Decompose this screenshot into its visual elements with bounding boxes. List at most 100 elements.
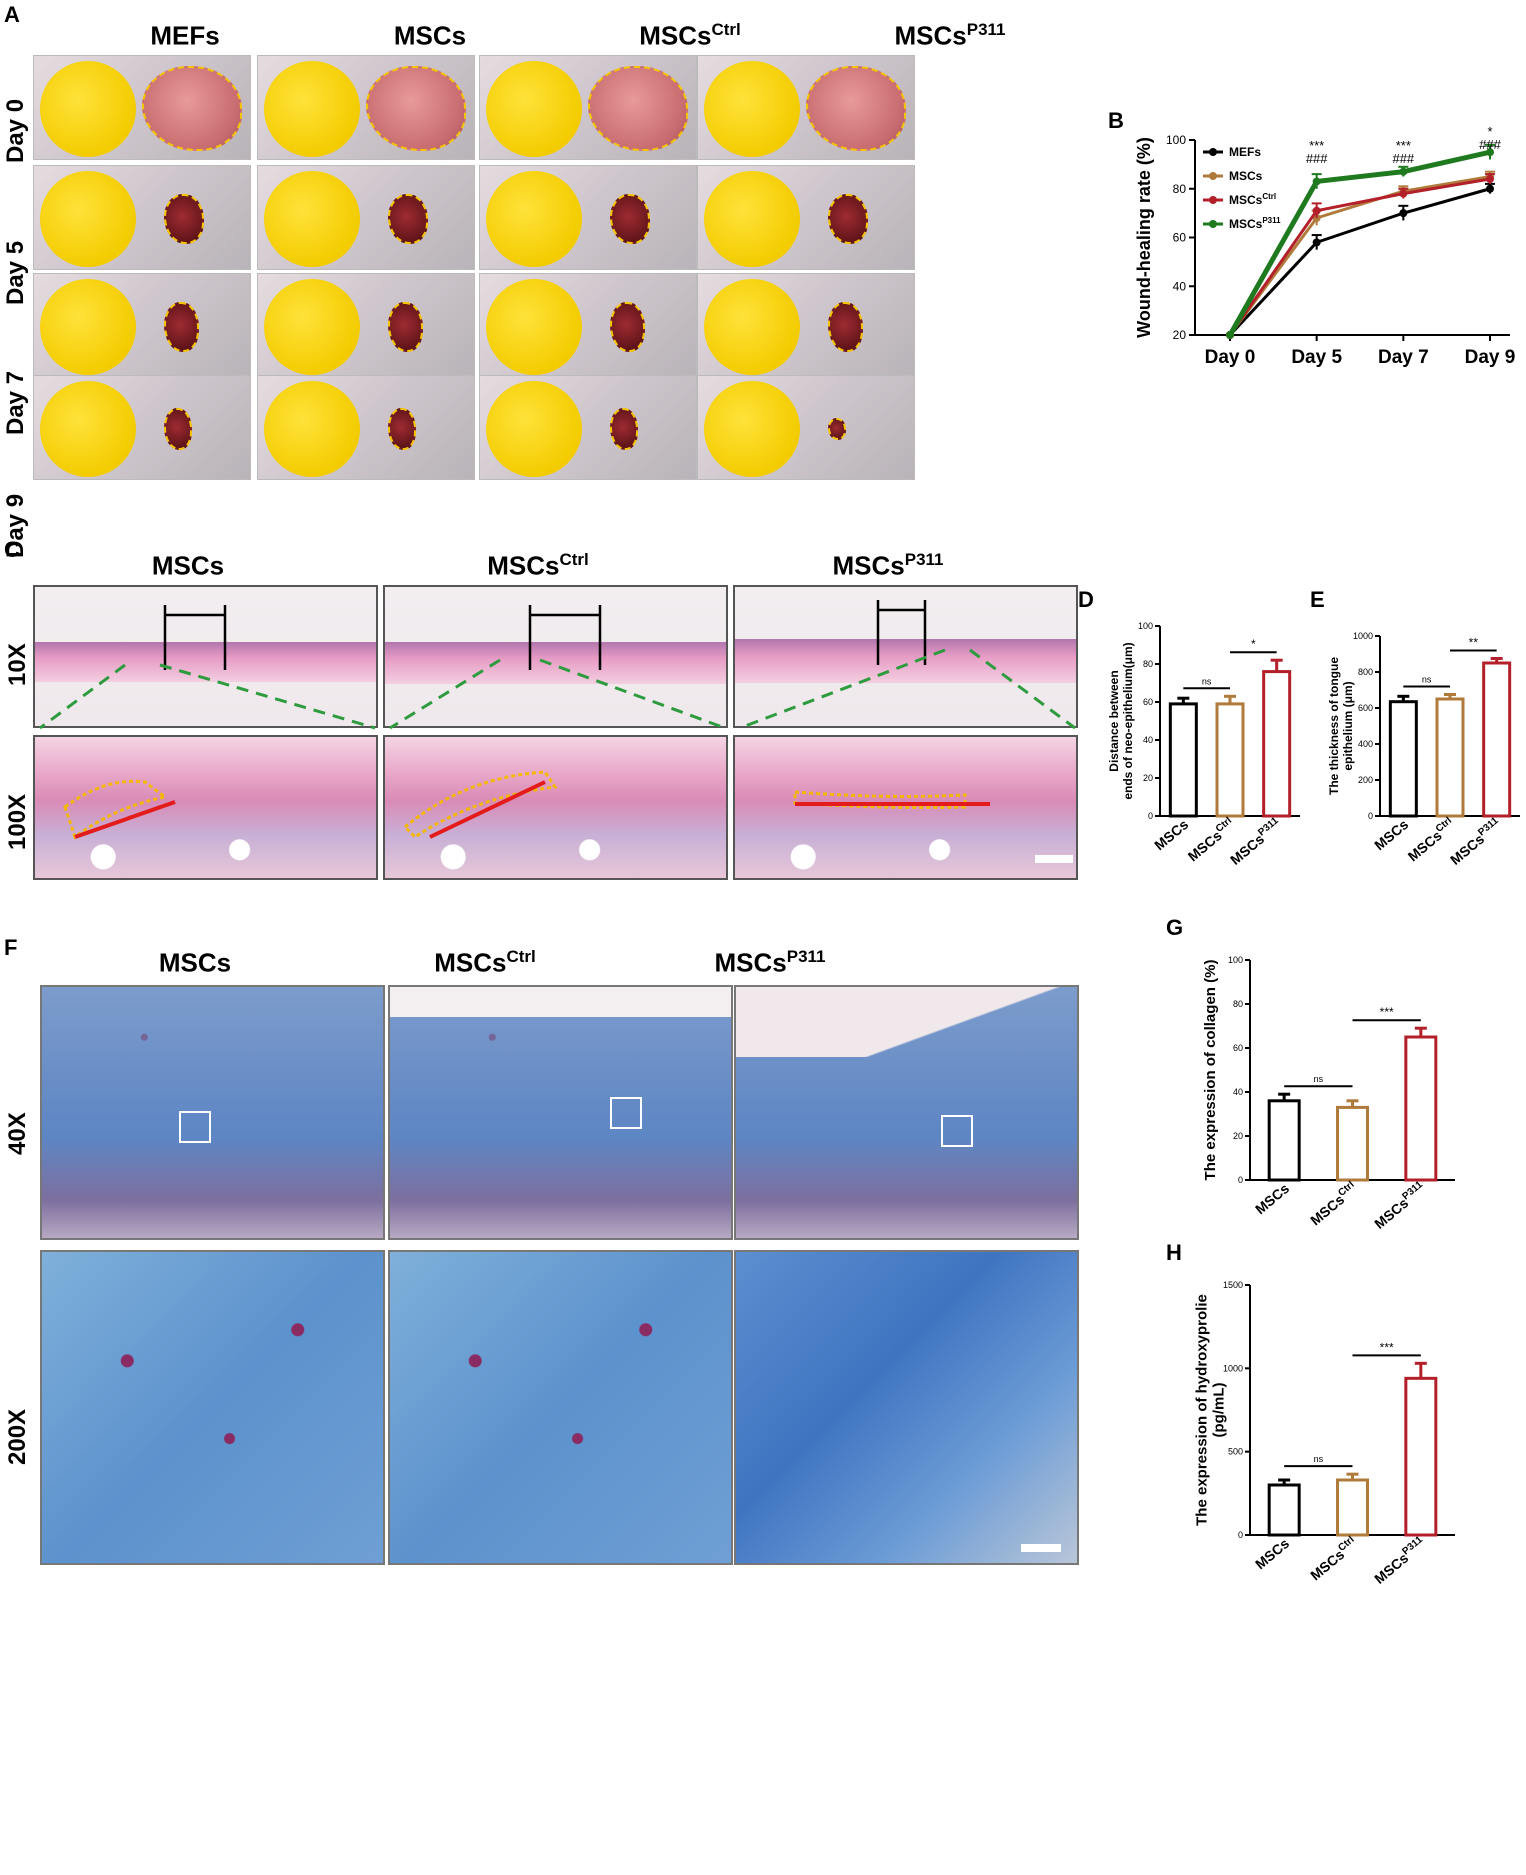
legend-label: MSCs (1229, 169, 1263, 183)
y-tick-label: 500 (1228, 1447, 1243, 1457)
wound-area (588, 66, 688, 151)
zoom-guide-line (969, 648, 1076, 730)
zoom-box (941, 1115, 973, 1147)
series-line (1228, 187, 1491, 337)
significance-label: ns (1314, 1454, 1324, 1464)
splint-disk (40, 380, 136, 477)
y-tick-label: 1500 (1223, 1280, 1243, 1290)
x-tick-label: MSCsCtrl (1306, 1179, 1360, 1228)
wound-area (142, 66, 242, 151)
panel-letter-d: D (1078, 587, 1094, 612)
y-tick-label: 40 (1143, 735, 1153, 745)
y-axis-label: The expression of collagen (%) (1202, 960, 1219, 1181)
y-tick-label: 20 (1233, 1131, 1243, 1141)
data-point (1486, 184, 1494, 193)
chart-b: 20 40 60 80 100 Day 0 Day 5 Day 7 Day 9 Wound-hea… (1134, 124, 1515, 368)
panel-letter-f: F (4, 935, 18, 960)
panel-a-col-1: MEFs (95, 20, 275, 52)
wound-photo (697, 375, 915, 480)
splint-disk (264, 60, 360, 157)
significance-label: ns (1422, 675, 1432, 685)
panel-a-col-2: MSCs (340, 20, 520, 52)
zoom-guide-line (159, 663, 376, 730)
chart-g: 0 20 40 60 80 100 The expression of collagen (… (1202, 955, 1455, 1232)
y-axis-label: Distance between (1107, 670, 1121, 771)
panel-a-col-3: MSCsCtrl (600, 20, 780, 52)
y-axis-label: The thickness of tongue (1327, 657, 1341, 795)
y-tick-label: 80 (1173, 182, 1187, 196)
x-tick-label: MSCs (1371, 816, 1411, 853)
x-tick-label: MSCs (1252, 1535, 1292, 1572)
he-100x-mscs-p311 (733, 735, 1078, 880)
tissue-strip (35, 642, 376, 682)
y-tick-label: 1000 (1353, 631, 1373, 641)
significance-label: *** (1396, 138, 1411, 153)
panel-f-col-2: MSCsCtrl (385, 947, 585, 979)
bar (1388, 700, 1418, 818)
legend-label: MSCsCtrl (1229, 192, 1276, 207)
splint-disk (264, 278, 360, 375)
zoom-guide-line (389, 658, 501, 730)
data-point (1312, 206, 1321, 215)
col-label: MSCs (158, 947, 232, 978)
bar (1336, 1105, 1369, 1182)
zoom-box (610, 1097, 642, 1129)
x-tick-label: MSCsP311 (1446, 815, 1505, 868)
splint-disk (704, 278, 800, 375)
wound-photo (479, 273, 697, 378)
mt-40x-mscs-p311 (734, 985, 1079, 1240)
panel-a-row-day9: Day 9 (2, 493, 29, 558)
y-tick-label: 20 (1173, 328, 1187, 342)
scale-bar (1021, 1544, 1061, 1552)
bar (1404, 1376, 1438, 1537)
y-axis-label: ends of neo-epithelium(μm) (1121, 642, 1135, 799)
x-tick-label: MSCsP311 (1371, 1179, 1430, 1232)
col-label: MSCs (894, 20, 967, 51)
splint-disk (264, 170, 360, 267)
significance-label: ### (1306, 151, 1328, 166)
splint-disk (40, 278, 136, 375)
tissue-strip (735, 639, 1076, 683)
wound-photo (33, 273, 251, 378)
legend-label: MEFs (1229, 145, 1261, 159)
panel-f-row-40x: 40X (4, 1112, 31, 1155)
splint-disk (704, 60, 800, 157)
x-tick-label: Day 0 (1205, 347, 1256, 368)
data-point (1312, 177, 1321, 186)
wound-photo (257, 375, 475, 480)
zoom-guide-line (739, 648, 946, 730)
wound-photo (257, 55, 475, 160)
bar (1215, 702, 1245, 818)
tissue-strip (385, 642, 726, 684)
mt-40x-mscs (40, 985, 385, 1240)
y-axis-label: Wound-healing rate (%) (1134, 137, 1154, 338)
image-background (35, 737, 376, 878)
x-tick-label: Day 5 (1291, 347, 1342, 368)
y-tick-label: 0 (1238, 1175, 1243, 1185)
panel-letter-e: E (1310, 587, 1325, 612)
mt-200x-mscs (40, 1250, 385, 1565)
y-tick-label: 200 (1358, 775, 1373, 785)
significance-label: *** (1380, 1005, 1394, 1019)
splint-disk (40, 170, 136, 267)
wound-photo (479, 55, 697, 160)
y-axis-label: epithelium (μm) (1341, 681, 1355, 770)
y-tick-label: 100 (1166, 133, 1186, 147)
col-label-sup: Ctrl (506, 947, 536, 966)
wound-area (388, 301, 423, 352)
panel-c-col-3: MSCsP311 (788, 550, 988, 582)
col-label: MSCs (639, 20, 712, 51)
col-label-sup: Ctrl (711, 20, 741, 39)
y-tick-label: 0 (1148, 811, 1153, 821)
splint-disk (704, 170, 800, 267)
bar (1267, 1483, 1301, 1537)
series-line (1228, 177, 1491, 336)
legend-marker (1209, 220, 1217, 228)
col-label: MSCs (487, 550, 560, 581)
data-point (1399, 189, 1408, 198)
significance-label: ns (1202, 676, 1212, 686)
significance-label: ### (1479, 137, 1501, 152)
image-background (390, 987, 731, 1238)
col-label: MSCs (393, 20, 467, 51)
data-point (1312, 238, 1321, 247)
